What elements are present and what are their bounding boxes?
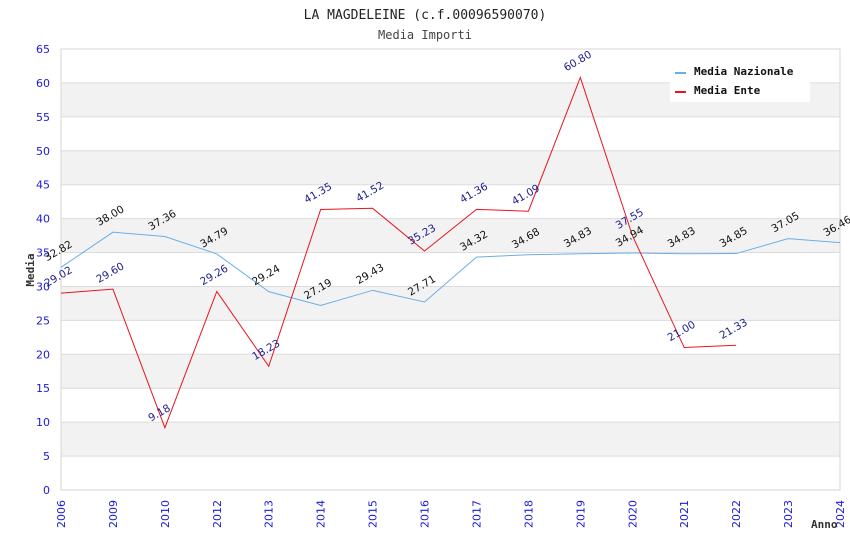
x-tick-label: 2006 xyxy=(55,500,68,528)
y-tick-label: 5 xyxy=(43,450,50,463)
y-tick-label: 35 xyxy=(36,247,50,260)
grid-band xyxy=(61,218,840,253)
x-tick-label: 2019 xyxy=(574,500,587,528)
grid-band xyxy=(61,354,840,389)
chart-title: LA MAGDELEINE (c.f.00096590070) xyxy=(304,8,547,23)
x-tick-label: 2013 xyxy=(263,500,276,528)
legend-label-nazionale: Media Nazionale xyxy=(694,65,794,78)
x-tick-label: 2018 xyxy=(522,500,535,528)
y-tick-label: 55 xyxy=(36,111,50,124)
legend-label-ente: Media Ente xyxy=(694,84,761,97)
y-tick-label: 60 xyxy=(36,77,50,90)
y-tick-label: 15 xyxy=(36,382,50,395)
y-tick-label: 20 xyxy=(36,348,50,361)
x-axis-ticks: 2006 2009 2010 2012 2013 2014 2015 2016 2017 2018… xyxy=(55,500,847,528)
x-tick-label: 2014 xyxy=(315,500,328,528)
x-tick-label: 2020 xyxy=(626,500,639,528)
x-tick-label: 2016 xyxy=(419,500,432,528)
x-tick-label: 2022 xyxy=(730,500,743,528)
grid-band xyxy=(61,184,840,219)
series-lines xyxy=(60,76,841,430)
series-line-ente xyxy=(60,76,737,430)
plot-frame xyxy=(60,48,841,491)
x-axis-label: Anno xyxy=(811,518,838,531)
y-tick-label: 40 xyxy=(36,213,50,226)
legend-box xyxy=(670,62,810,102)
y-tick-label: 65 xyxy=(36,43,50,56)
y-tick-label: 10 xyxy=(36,416,50,429)
y-tick-label: 0 xyxy=(43,484,50,497)
series-line-nazionale xyxy=(60,231,841,307)
grid-band xyxy=(61,116,840,151)
grid-band xyxy=(61,320,840,355)
legend: Media Nazionale Media Ente xyxy=(670,62,810,102)
grid-band xyxy=(61,252,840,287)
x-tick-label: 2017 xyxy=(470,500,483,528)
grid-band xyxy=(61,388,840,423)
y-tick-label: 30 xyxy=(36,280,50,293)
y-tick-label: 25 xyxy=(36,314,50,327)
grid-band xyxy=(61,456,840,490)
x-tick-label: 2023 xyxy=(782,500,795,528)
x-tick-label: 2024 xyxy=(834,500,847,528)
grid-band xyxy=(61,286,840,321)
y-axis-ticks: 0 5 10 15 20 25 30 35 40 45 50 55 60 65 xyxy=(36,43,50,497)
y-axis-label: Media xyxy=(24,253,37,286)
x-tick-label: 2015 xyxy=(367,500,380,528)
grid-bands xyxy=(61,49,840,490)
x-tick-label: 2009 xyxy=(107,500,120,528)
grid-band xyxy=(61,422,840,457)
x-tick-label: 2010 xyxy=(159,500,172,528)
y-tick-label: 50 xyxy=(36,145,50,158)
chart-subtitle: Media Importi xyxy=(378,28,472,42)
y-tick-label: 45 xyxy=(36,179,50,192)
grid-band xyxy=(61,150,840,185)
x-tick-label: 2012 xyxy=(211,500,224,528)
x-tick-label: 2021 xyxy=(678,500,691,528)
